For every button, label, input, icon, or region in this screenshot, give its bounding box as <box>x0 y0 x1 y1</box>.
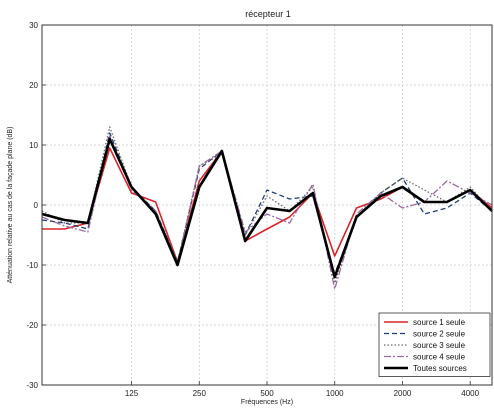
y-tick-label: -10 <box>26 261 38 270</box>
legend-entry-label: source 3 seule <box>413 341 466 350</box>
series-line-2 <box>41 132 493 275</box>
x-tick-label: 4000 <box>461 389 479 398</box>
legend-entry-label: source 1 seule <box>413 318 466 327</box>
series-layer <box>41 126 493 290</box>
y-tick-label: 20 <box>29 81 38 90</box>
y-axis-label: Atténuation relative au cas de la façade… <box>7 127 14 284</box>
y-tick-label: -20 <box>26 321 38 330</box>
x-tick-label: 125 <box>125 389 139 398</box>
x-tick-label: 1000 <box>326 389 344 398</box>
legend-entry-label: source 2 seule <box>413 330 466 339</box>
x-tick-label: 2000 <box>394 389 412 398</box>
series-line-3 <box>41 126 493 284</box>
series-line-5 <box>41 137 493 279</box>
legend-entry-label: source 4 seule <box>413 353 466 362</box>
x-axis-label: Fréquences (Hz) <box>241 399 293 406</box>
y-tick-label: 0 <box>34 201 39 210</box>
y-tick-label: 30 <box>29 21 38 30</box>
x-tick-label: 500 <box>260 389 274 398</box>
x-tick-label: 250 <box>193 389 207 398</box>
ticks: -30 -20 -10 0 10 20 30 125 250 500 1000 2000 4000 <box>26 21 479 398</box>
legend: source 1 seule source 2 seule source 3 seu… <box>378 312 491 377</box>
chart-title: récepteur 1 <box>245 9 291 19</box>
grid <box>42 25 492 385</box>
legend-entry-label: Toutes sources <box>413 364 467 373</box>
y-tick-label: 10 <box>29 141 38 150</box>
legend-box <box>378 312 491 377</box>
y-tick-label: -30 <box>26 381 38 390</box>
